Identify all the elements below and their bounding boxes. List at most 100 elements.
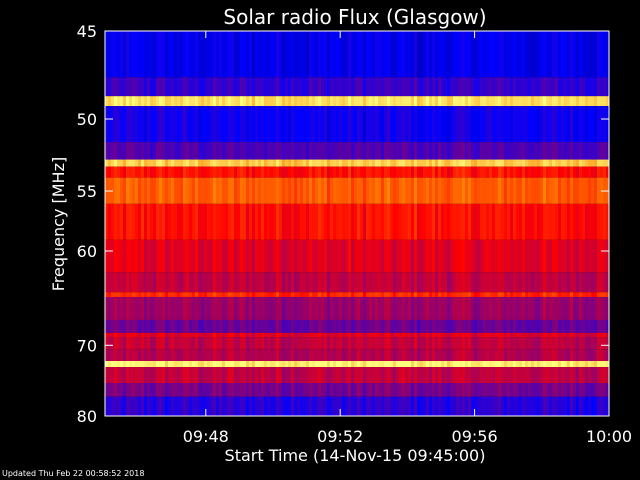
spectrogram-cell	[543, 203, 547, 240]
spectrogram-cell	[507, 383, 511, 397]
spectrogram-cell	[198, 319, 202, 333]
spectrogram-cell	[393, 337, 397, 350]
spectrogram-cell	[255, 166, 259, 178]
spectrogram-cell	[477, 349, 481, 361]
spectrogram-cell	[231, 319, 235, 333]
spectrogram-cell	[591, 177, 595, 204]
spectrogram-cell	[240, 96, 244, 107]
spectrogram-cell	[327, 142, 331, 160]
spectrogram-cell	[516, 272, 520, 293]
spectrogram-cell	[231, 337, 235, 350]
spectrogram-cell	[120, 349, 124, 361]
spectrogram-cell	[561, 272, 565, 293]
spectrogram-cell	[147, 349, 151, 361]
spectrogram-cell	[387, 367, 391, 383]
spectrogram-cell	[534, 239, 538, 273]
spectrogram-cell	[423, 349, 427, 361]
spectrogram-cell	[252, 272, 256, 293]
spectrogram-cell	[174, 297, 178, 320]
spectrogram-cell	[558, 396, 562, 416]
spectrogram-cell	[423, 159, 427, 167]
spectrogram-cell	[450, 239, 454, 273]
spectrogram-cell	[387, 177, 391, 204]
spectrogram-cell	[375, 166, 379, 178]
spectrogram-cell	[147, 177, 151, 204]
spectrogram-cell	[222, 367, 226, 383]
spectrogram-cell	[324, 297, 328, 320]
spectrogram-cell	[327, 239, 331, 273]
spectrogram-cell	[297, 349, 301, 361]
spectrogram-cell	[429, 319, 433, 333]
spectrogram-cell	[546, 361, 550, 368]
spectrogram-cell	[441, 349, 445, 361]
spectrogram-cell	[549, 297, 553, 320]
spectrogram-cell	[444, 396, 448, 416]
spectrogram-cell	[393, 297, 397, 320]
spectrogram-cell	[114, 96, 118, 107]
spectrogram-cell	[597, 177, 601, 204]
spectrogram-cell	[498, 297, 502, 320]
spectrogram-cell	[228, 96, 232, 107]
spectrogram-cell	[186, 319, 190, 333]
spectrogram-cell	[243, 31, 247, 78]
y-tick-label: 45	[77, 22, 97, 41]
spectrogram-cell	[168, 166, 172, 178]
spectrogram-cell	[468, 159, 472, 167]
spectrogram-cell	[297, 383, 301, 397]
spectrogram-cell	[192, 361, 196, 368]
spectrogram-cell	[342, 396, 346, 416]
spectrogram-cell	[480, 319, 484, 333]
spectrogram-cell	[333, 166, 337, 178]
spectrogram-cell	[132, 297, 136, 320]
spectrogram-cell	[120, 96, 124, 107]
spectrogram-cell	[579, 142, 583, 160]
spectrogram-cell	[330, 106, 334, 143]
spectrogram-cell	[144, 142, 148, 160]
spectrogram-cell	[417, 159, 421, 167]
spectrogram-cell	[531, 31, 535, 78]
spectrogram-cell	[270, 239, 274, 273]
spectrogram-cell	[228, 332, 232, 338]
spectrogram-cell	[480, 349, 484, 361]
spectrogram-cell	[456, 367, 460, 383]
spectrogram-cell	[201, 31, 205, 78]
spectrogram-cell	[156, 142, 160, 160]
spectrogram-cell	[495, 383, 499, 397]
spectrogram-cell	[531, 106, 535, 143]
spectrogram-cell	[204, 319, 208, 333]
spectrogram-cell	[486, 96, 490, 107]
spectrogram-cell	[288, 106, 292, 143]
spectrogram-cell	[504, 239, 508, 273]
spectrogram-cell	[507, 106, 511, 143]
spectrogram-cell	[285, 142, 289, 160]
spectrogram-cell	[231, 297, 235, 320]
spectrogram-cell	[153, 177, 157, 204]
spectrogram-cell	[498, 319, 502, 333]
spectrogram-cell	[348, 272, 352, 293]
spectrogram-cell	[531, 96, 535, 107]
spectrogram-cell	[249, 106, 253, 143]
spectrogram-cell	[156, 106, 160, 143]
spectrogram-cell	[480, 297, 484, 320]
spectrogram-cell	[264, 203, 268, 240]
spectrogram-cell	[228, 292, 232, 298]
spectrogram-cell	[534, 142, 538, 160]
spectrogram-cell	[543, 292, 547, 298]
spectrogram-cell	[531, 367, 535, 383]
spectrogram-cell	[324, 367, 328, 383]
spectrogram-cell	[258, 77, 262, 97]
spectrogram-cell	[165, 142, 169, 160]
spectrogram-cell	[564, 337, 568, 350]
spectrogram-cell	[174, 361, 178, 368]
spectrogram-cell	[468, 106, 472, 143]
spectrogram-cell	[453, 361, 457, 368]
spectrogram-cell	[327, 332, 331, 338]
spectrogram-cell	[183, 239, 187, 273]
spectrogram-cell	[459, 292, 463, 298]
spectrogram-cell	[453, 239, 457, 273]
spectrogram-cell	[315, 142, 319, 160]
spectrogram-cell	[543, 142, 547, 160]
spectrogram-cell	[384, 177, 388, 204]
spectrogram-cell	[135, 367, 139, 383]
spectrogram-cell	[357, 142, 361, 160]
